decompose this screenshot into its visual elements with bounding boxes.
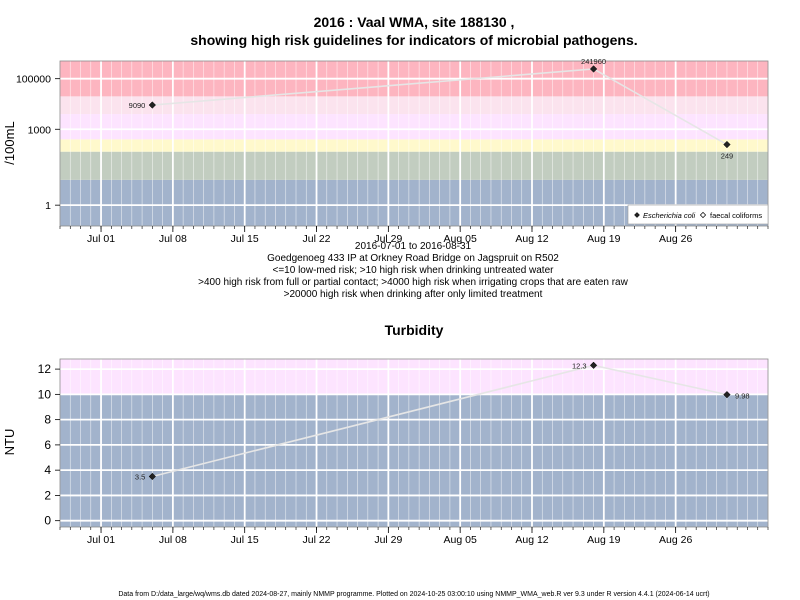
footer-note: Data from D:/data_large/wq/wms.db dated … xyxy=(118,591,709,598)
x-tick-label: Aug 05 xyxy=(444,534,477,546)
y-tick-label: 0 xyxy=(44,514,51,528)
date-range-note: 2016-07-01 to 2016-08-31 xyxy=(355,241,472,252)
risk-band-2 xyxy=(60,359,768,395)
data-label: 241960 xyxy=(581,57,606,66)
turbidity-title: Turbidity xyxy=(385,322,444,338)
risk-band-2 xyxy=(60,151,768,180)
y-tick-label: 2 xyxy=(44,488,51,502)
risk-note-1: <=10 low-med risk; >10 high risk when dr… xyxy=(273,265,555,276)
chart-title-line2: showing high risk guidelines for indicat… xyxy=(190,32,637,48)
data-point xyxy=(589,65,598,73)
legend: Escherichia coli faecal coliforms xyxy=(627,204,769,225)
risk-band-5 xyxy=(60,96,768,115)
y-tick-label: 100000 xyxy=(16,74,51,86)
y-tick-label: 10 xyxy=(38,387,52,401)
x-tick-label: Aug 26 xyxy=(659,534,692,546)
x-tick-label: Jul 15 xyxy=(231,534,259,546)
data-point xyxy=(148,472,157,481)
chart-title-line1: 2016 : Vaal WMA, site 188130 , xyxy=(314,14,515,30)
y-axis-label-pathogens: /100mL xyxy=(2,121,17,164)
y-axis-label-turbidity: NTU xyxy=(2,429,17,456)
x-tick-label: Aug 19 xyxy=(587,534,620,546)
legend-label-ecoli: Escherichia coli xyxy=(643,211,695,220)
y-tick-label: 4 xyxy=(44,463,51,477)
x-tick-label: Aug 12 xyxy=(515,233,548,245)
legend-label-faecal: faecal coliforms xyxy=(710,211,762,220)
data-label: 9090 xyxy=(129,101,146,110)
x-tick-label: Jul 01 xyxy=(87,534,115,546)
x-tick-label: Jul 01 xyxy=(87,233,115,245)
plot-frame xyxy=(59,60,769,227)
data-label: 9.98 xyxy=(735,392,750,401)
x-tick-label: Jul 08 xyxy=(159,233,187,245)
data-point xyxy=(723,390,731,399)
data-label: 249 xyxy=(721,152,734,161)
x-tick-label: Aug 19 xyxy=(587,233,620,245)
risk-band-3 xyxy=(60,139,768,152)
legend-marker-faecal xyxy=(699,211,707,219)
data-label: 3.5 xyxy=(135,472,145,481)
data-point xyxy=(589,361,598,369)
site-description-note: Goedgenoeg 433 IP at Orkney Road Bridge … xyxy=(267,253,559,264)
turbidity-plot: Jul 01 Jul 08 Jul 15 Jul 22 Jul 29 Aug 05 Aug … xyxy=(38,358,769,546)
x-tick-label: Aug 05 xyxy=(444,233,477,245)
x-tick-label: Jul 29 xyxy=(374,534,402,546)
risk-note-3: >20000 high risk when drinking after onl… xyxy=(284,289,543,300)
x-tick-label: Jul 15 xyxy=(231,233,259,245)
y-tick-label: 6 xyxy=(44,438,51,452)
data-label: 12.3 xyxy=(572,361,587,370)
x-tick-label: Aug 12 xyxy=(515,534,548,546)
risk-band-1 xyxy=(60,394,768,527)
legend-marker-ecoli xyxy=(634,212,640,218)
legend-box xyxy=(627,204,769,225)
y-tick-label: 1000 xyxy=(28,124,52,136)
x-tick-label: Jul 22 xyxy=(303,233,331,245)
risk-note-2: >400 high risk from full or partial cont… xyxy=(198,277,628,288)
y-tick-label: 12 xyxy=(38,362,52,376)
y-tick-label: 8 xyxy=(44,413,51,427)
risk-band-4 xyxy=(60,114,768,140)
y-tick-label: 1 xyxy=(45,200,51,212)
x-tick-label: Jul 29 xyxy=(374,233,402,245)
x-tick-label: Jul 08 xyxy=(159,534,187,546)
x-tick-label: Jul 22 xyxy=(303,534,331,546)
data-point xyxy=(723,140,731,149)
data-point xyxy=(148,101,157,109)
pathogen-plot: Jul 01 Jul 08 Jul 15 Jul 22 Jul 29 Aug 05 Aug … xyxy=(16,57,769,245)
plot-frame xyxy=(59,358,769,528)
x-tick-label: Aug 26 xyxy=(659,233,692,245)
